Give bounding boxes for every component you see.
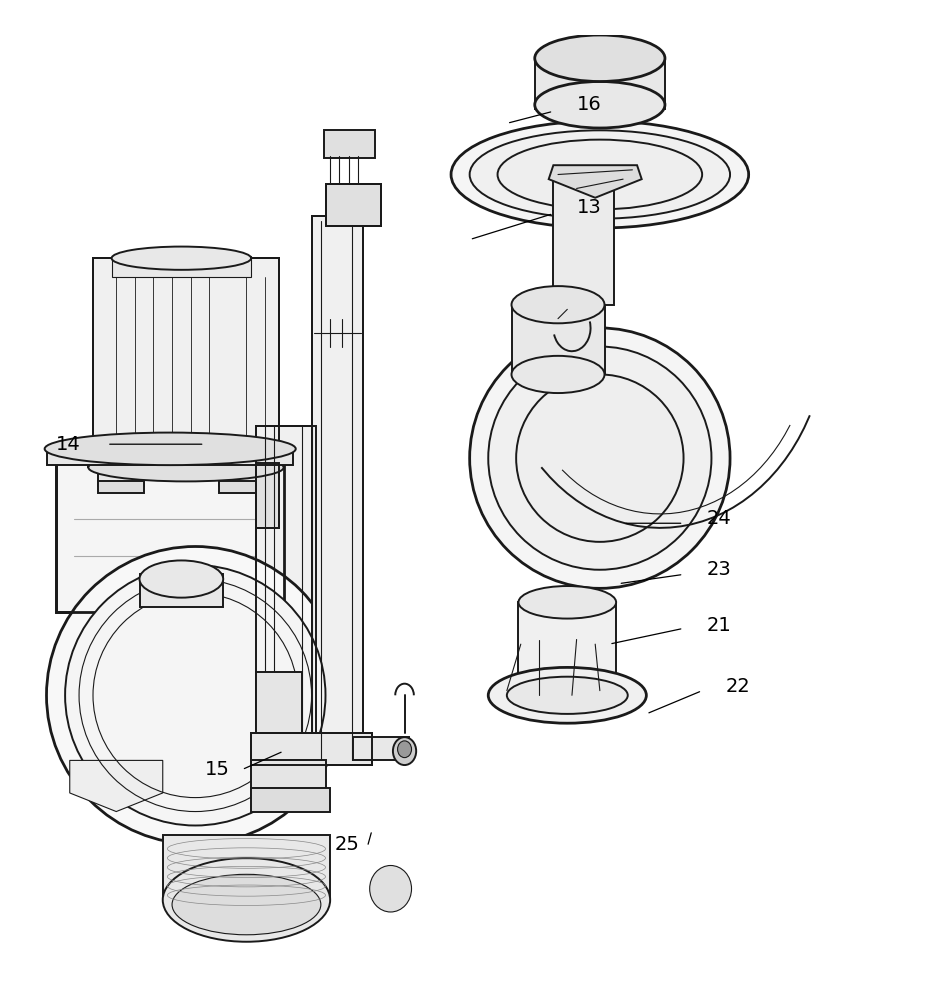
Ellipse shape xyxy=(470,130,730,219)
Ellipse shape xyxy=(535,35,665,82)
Bar xyxy=(256,426,316,760)
Text: 23: 23 xyxy=(707,560,732,579)
Ellipse shape xyxy=(470,328,730,588)
Bar xyxy=(56,458,284,612)
Bar xyxy=(256,463,279,528)
Bar xyxy=(93,258,279,463)
Polygon shape xyxy=(70,760,163,812)
Ellipse shape xyxy=(512,286,604,323)
Bar xyxy=(251,732,372,765)
Ellipse shape xyxy=(88,453,284,481)
Bar xyxy=(535,58,665,109)
Ellipse shape xyxy=(45,433,296,465)
Bar xyxy=(312,216,363,760)
Ellipse shape xyxy=(172,874,321,935)
Bar xyxy=(46,448,293,465)
Ellipse shape xyxy=(488,347,711,570)
Bar xyxy=(256,463,279,528)
Ellipse shape xyxy=(535,81,665,128)
Ellipse shape xyxy=(140,560,223,598)
Ellipse shape xyxy=(498,140,702,209)
Bar xyxy=(324,130,375,158)
Bar xyxy=(518,602,616,695)
Bar xyxy=(88,449,284,467)
Bar xyxy=(353,737,409,760)
Ellipse shape xyxy=(518,586,616,619)
Bar xyxy=(112,256,251,277)
Bar xyxy=(251,732,372,765)
Ellipse shape xyxy=(488,667,646,723)
Text: 16: 16 xyxy=(577,95,602,114)
Ellipse shape xyxy=(369,865,411,912)
Ellipse shape xyxy=(451,121,749,228)
Text: 13: 13 xyxy=(577,198,602,217)
Bar xyxy=(256,426,316,760)
Bar xyxy=(98,481,144,493)
Bar xyxy=(326,184,381,226)
Ellipse shape xyxy=(516,374,684,542)
Bar xyxy=(163,835,330,900)
Ellipse shape xyxy=(512,356,604,393)
Bar xyxy=(98,463,144,486)
Bar xyxy=(553,174,614,305)
Text: 22: 22 xyxy=(725,676,751,696)
Bar xyxy=(512,305,604,374)
Ellipse shape xyxy=(507,677,628,714)
Bar xyxy=(251,788,330,812)
Ellipse shape xyxy=(392,737,417,765)
Bar xyxy=(251,760,326,798)
Bar xyxy=(140,574,223,607)
Polygon shape xyxy=(549,165,642,198)
Bar xyxy=(56,458,284,612)
Ellipse shape xyxy=(46,546,344,844)
Text: 24: 24 xyxy=(707,509,732,528)
Text: 21: 21 xyxy=(707,616,732,635)
Bar xyxy=(219,463,265,486)
Bar xyxy=(312,216,363,760)
Bar xyxy=(326,184,381,226)
Ellipse shape xyxy=(163,858,330,942)
Text: 15: 15 xyxy=(205,760,230,779)
Text: 14: 14 xyxy=(56,435,81,454)
Ellipse shape xyxy=(397,741,411,758)
Bar xyxy=(219,481,265,493)
Bar xyxy=(256,672,302,732)
Text: 25: 25 xyxy=(335,835,360,854)
Bar xyxy=(93,258,279,463)
Ellipse shape xyxy=(65,565,326,826)
Ellipse shape xyxy=(112,247,251,270)
